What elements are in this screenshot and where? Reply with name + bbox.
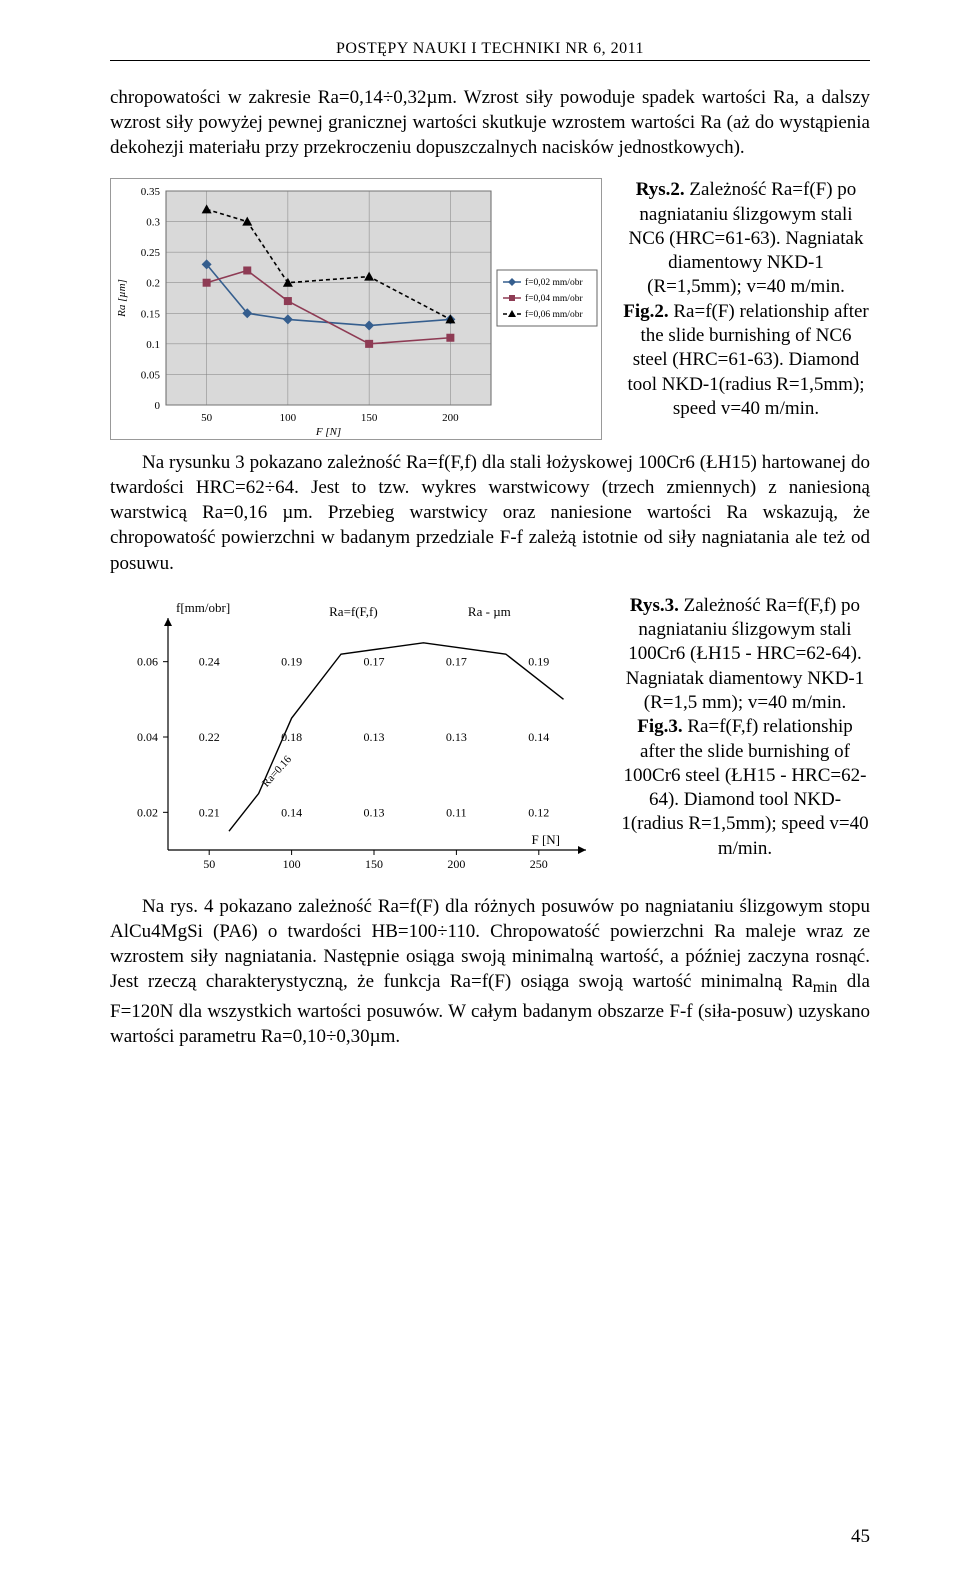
svg-text:150: 150 bbox=[365, 857, 383, 871]
svg-text:0.06: 0.06 bbox=[137, 654, 158, 668]
svg-text:0.19: 0.19 bbox=[528, 654, 549, 668]
svg-text:150: 150 bbox=[361, 412, 378, 424]
fig3-label-pl: Rys.3. bbox=[630, 595, 679, 616]
svg-text:100: 100 bbox=[280, 412, 297, 424]
svg-text:250: 250 bbox=[530, 857, 548, 871]
figure-2-caption: Rys.2. Zależność Ra=f(F) po nagniataniu … bbox=[622, 178, 870, 421]
paragraph-2: Na rysunku 3 pokazano zależność Ra=f(F,f… bbox=[110, 450, 870, 575]
svg-text:0.1: 0.1 bbox=[146, 339, 160, 351]
svg-text:Ra - µm: Ra - µm bbox=[468, 604, 511, 619]
svg-text:Ra=0.16: Ra=0.16 bbox=[260, 753, 294, 789]
svg-text:0.13: 0.13 bbox=[446, 730, 467, 744]
svg-text:0.2: 0.2 bbox=[146, 278, 160, 290]
figure-3-chart: 50 100 150 200 250 0.02 0.04 0.06 f[mm/obr] F [N]… bbox=[110, 594, 600, 884]
svg-text:0.02: 0.02 bbox=[137, 805, 158, 819]
svg-text:f[mm/obr]: f[mm/obr] bbox=[176, 600, 230, 615]
svg-text:100: 100 bbox=[283, 857, 301, 871]
figure-3-row: 50 100 150 200 250 0.02 0.04 0.06 f[mm/obr] F [N]… bbox=[110, 594, 870, 884]
fig2-label-pl: Rys.2. bbox=[636, 179, 685, 200]
svg-text:200: 200 bbox=[442, 412, 459, 424]
page-header: POSTĘPY NAUKI I TECHNIKI NR 6, 2011 bbox=[110, 40, 870, 61]
svg-text:f=0,04 mm/obr: f=0,04 mm/obr bbox=[525, 293, 583, 304]
page-number: 45 bbox=[851, 1526, 870, 1548]
svg-text:50: 50 bbox=[201, 412, 213, 424]
svg-text:0.04: 0.04 bbox=[137, 730, 158, 744]
svg-text:0.22: 0.22 bbox=[199, 730, 220, 744]
figure-2-row: 0 0.05 0.1 0.15 0.2 0.25 0.3 0.35 50 100 150 200 Ra … bbox=[110, 178, 870, 440]
svg-text:Ra [µm]: Ra [µm] bbox=[116, 279, 128, 318]
paragraph-3-text: Na rys. 4 pokazano zależność Ra=f(F) dla… bbox=[110, 896, 870, 1047]
svg-text:0.17: 0.17 bbox=[364, 654, 385, 668]
fig3-label-en: Fig.3. bbox=[637, 716, 682, 737]
svg-text:0.12: 0.12 bbox=[528, 805, 549, 819]
svg-text:200: 200 bbox=[447, 857, 465, 871]
svg-text:F [N]: F [N] bbox=[315, 426, 341, 438]
svg-text:0: 0 bbox=[155, 400, 161, 412]
svg-text:0.18: 0.18 bbox=[281, 730, 302, 744]
svg-text:0.19: 0.19 bbox=[281, 654, 302, 668]
svg-text:f=0,06 mm/obr: f=0,06 mm/obr bbox=[525, 309, 583, 320]
svg-text:0.11: 0.11 bbox=[446, 805, 467, 819]
paragraph-3: Na rys. 4 pokazano zależność Ra=f(F) dla… bbox=[110, 894, 870, 1049]
svg-text:f=0,02 mm/obr: f=0,02 mm/obr bbox=[525, 277, 583, 288]
figure-3-caption: Rys.3. Zależność Ra=f(F,f) po nagniatani… bbox=[620, 594, 870, 861]
svg-text:0.13: 0.13 bbox=[364, 730, 385, 744]
figure-2-chart: 0 0.05 0.1 0.15 0.2 0.25 0.3 0.35 50 100 150 200 Ra … bbox=[110, 178, 602, 440]
svg-text:0.21: 0.21 bbox=[199, 805, 220, 819]
svg-text:0.14: 0.14 bbox=[528, 730, 549, 744]
svg-text:0.3: 0.3 bbox=[146, 217, 160, 229]
svg-text:0.15: 0.15 bbox=[141, 309, 161, 321]
svg-text:0.13: 0.13 bbox=[364, 805, 385, 819]
svg-text:0.25: 0.25 bbox=[141, 247, 161, 259]
fig3-text-en: Ra=f(F,f) relationship after the slide b… bbox=[621, 716, 868, 859]
fig2-label-en: Fig.2. bbox=[623, 301, 668, 322]
svg-text:0.14: 0.14 bbox=[281, 805, 302, 819]
svg-text:50: 50 bbox=[203, 857, 215, 871]
svg-text:Ra=f(F,f): Ra=f(F,f) bbox=[329, 604, 378, 619]
svg-text:0.35: 0.35 bbox=[141, 186, 161, 198]
svg-text:0.17: 0.17 bbox=[446, 654, 467, 668]
svg-text:0.24: 0.24 bbox=[199, 654, 220, 668]
svg-text:0.05: 0.05 bbox=[141, 370, 161, 382]
svg-text:F [N]: F [N] bbox=[531, 832, 560, 847]
paragraph-1: chropowatości w zakresie Ra=0,14÷0,32µm.… bbox=[110, 85, 870, 160]
